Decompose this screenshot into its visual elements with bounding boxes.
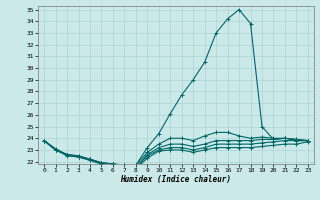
X-axis label: Humidex (Indice chaleur): Humidex (Indice chaleur) [121,175,231,184]
